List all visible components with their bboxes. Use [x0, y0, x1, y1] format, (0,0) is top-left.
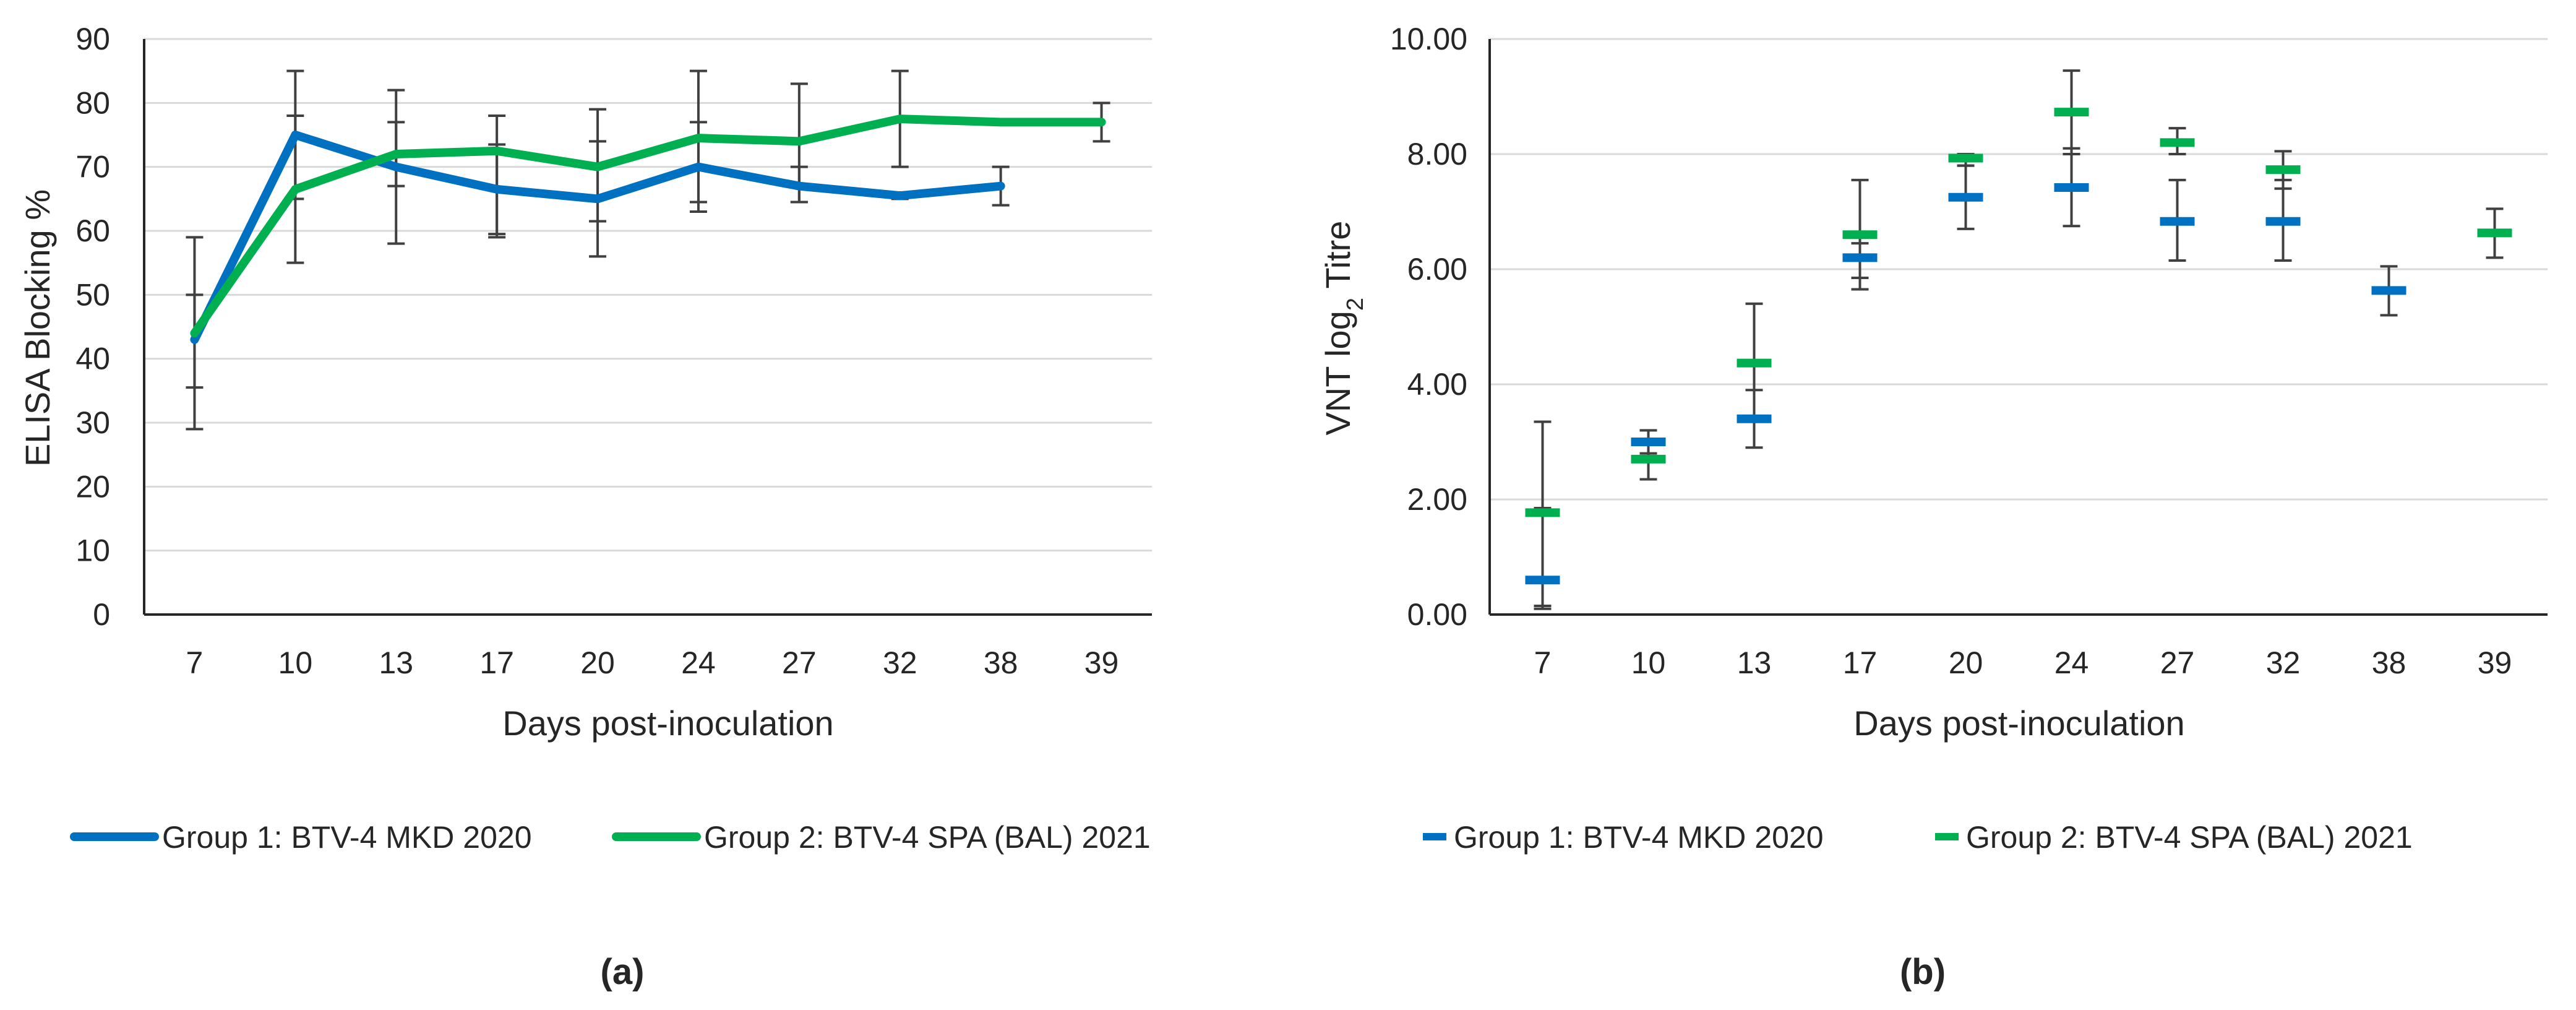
a-series-line-group2 — [190, 114, 1106, 338]
a-y-tick-label: 40 — [75, 342, 110, 376]
a-x-tick-label: 13 — [379, 645, 413, 680]
a-legend: Group 1: BTV-4 MKD 2020 Group 2: BTV-4 SP… — [70, 820, 1151, 855]
a-panel-label: (a) — [601, 952, 645, 992]
a-x-tick-label: 24 — [681, 645, 716, 680]
b-x-tick-label: 17 — [1843, 645, 1878, 680]
a-y-tick-label: 80 — [75, 85, 110, 120]
a-y-tick-label: 30 — [75, 405, 110, 440]
a-y-tick-label: 10 — [75, 533, 110, 568]
b-tick-labels: 0.00 2.00 4.00 6.00 8.00 10.00 7 10 13 17 20 24 27 32… — [1390, 22, 2512, 680]
a-x-tick-label: 27 — [782, 645, 817, 680]
b-gridlines — [1490, 38, 2548, 501]
a-x-tick-label: 17 — [479, 645, 514, 680]
a-legend-label-group2: Group 2: BTV-4 SPA (BAL) 2021 — [704, 820, 1151, 855]
a-x-tick-label: 20 — [580, 645, 615, 680]
a-tick-labels: 0 10 20 30 40 50 60 70 80 90 7 10 13 17 20 24 27 32 38 39 — [75, 22, 1118, 680]
b-panel-label: (b) — [1900, 952, 1946, 992]
chart-panel-a: 0 10 20 30 40 50 60 70 80 90 7 10 13 17 20 24 27 32 38 39 D… — [18, 22, 1152, 992]
b-x-tick-label: 39 — [2478, 645, 2512, 680]
a-y-tick-label: 70 — [75, 150, 110, 184]
b-x-tick-label: 13 — [1737, 645, 1772, 680]
b-y-tick-label: 4.00 — [1407, 367, 1467, 402]
b-axes — [1488, 39, 2548, 616]
b-x-axis-label: Days post-inoculation — [1853, 704, 2184, 743]
b-y-tick-label: 2.00 — [1407, 482, 1467, 517]
b-legend-label-group1: Group 1: BTV-4 MKD 2020 — [1454, 820, 1824, 855]
b-x-tick-label: 7 — [1534, 645, 1552, 680]
b-x-tick-label: 32 — [2266, 645, 2301, 680]
a-y-tick-label: 20 — [75, 469, 110, 504]
a-x-tick-label: 32 — [883, 645, 917, 680]
b-y-tick-label: 0.00 — [1407, 597, 1467, 632]
a-legend-label-group1: Group 1: BTV-4 MKD 2020 — [162, 820, 532, 855]
b-x-tick-label: 20 — [1949, 645, 1983, 680]
a-x-tick-label: 10 — [278, 645, 313, 680]
b-y-axis-label-main: VNT log — [1318, 311, 1357, 435]
a-series-line-group1 — [190, 131, 1005, 344]
a-axes — [143, 39, 1152, 616]
a-series-lines — [190, 114, 1106, 344]
b-x-tick-label: 24 — [2054, 645, 2089, 680]
chart-panel-b: 0.00 2.00 4.00 6.00 8.00 10.00 7 10 13 17 20 24 27 32… — [1318, 22, 2548, 992]
a-x-tick-label: 7 — [186, 645, 204, 680]
a-y-tick-label: 90 — [75, 22, 110, 56]
a-y-axis-label: ELISA Blocking % — [18, 189, 57, 467]
a-y-tick-label: 60 — [75, 214, 110, 248]
a-y-tick-label: 50 — [75, 277, 110, 312]
b-legend-label-group2: Group 2: BTV-4 SPA (BAL) 2021 — [1966, 820, 2413, 855]
a-y-tick-label: 0 — [93, 597, 110, 632]
b-error-bars — [1534, 69, 2504, 610]
b-x-tick-label: 10 — [1631, 645, 1666, 680]
b-y-axis-label-sub: 2 — [1342, 298, 1368, 311]
b-legend: Group 1: BTV-4 MKD 2020 Group 2: BTV-4 SP… — [1423, 820, 2413, 855]
b-y-tick-label: 8.00 — [1407, 137, 1467, 171]
b-x-tick-label: 38 — [2372, 645, 2406, 680]
a-x-tick-label: 38 — [984, 645, 1018, 680]
b-y-axis-label: VNT log2 Titre — [1318, 221, 1368, 436]
b-y-axis-label-tail: Titre — [1318, 221, 1357, 298]
a-x-axis-label: Days post-inoculation — [502, 704, 833, 743]
b-x-tick-label: 27 — [2160, 645, 2195, 680]
a-x-tick-label: 39 — [1084, 645, 1119, 680]
b-series-markers — [1525, 108, 2512, 585]
b-y-tick-label: 10.00 — [1390, 22, 1467, 56]
a-gridlines — [144, 38, 1152, 552]
b-y-tick-label: 6.00 — [1407, 252, 1467, 287]
